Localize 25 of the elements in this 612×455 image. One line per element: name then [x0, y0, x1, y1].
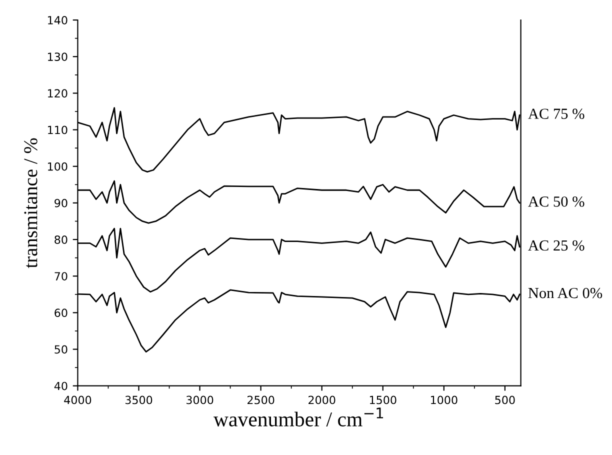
series-label: AC 25 %: [528, 240, 584, 251]
y-tick-label: 120: [48, 89, 68, 98]
y-tick-label: 80: [54, 235, 68, 244]
y-tick-label: 100: [48, 162, 68, 171]
y-tick-label: 70: [54, 272, 68, 280]
y-tick-label: 110: [48, 126, 68, 134]
y-tick-label: 130: [48, 52, 68, 61]
y-tick-label: 90: [54, 198, 68, 208]
x-tick-label: 1500: [370, 396, 396, 404]
y-tick-label: 60: [54, 308, 68, 318]
y-axis-title: transmitance / %: [24, 138, 38, 268]
x-tick-label: 2000: [308, 396, 336, 404]
x-tick-label: 3000: [186, 396, 214, 404]
x-tick-label: 2500: [247, 396, 274, 404]
y-tick-label: 140: [48, 16, 68, 24]
x-axis-title: wavenumber / cm$^{−1}$: [213, 408, 384, 426]
x-tick-label: 500: [495, 396, 515, 404]
x-tick-label: 3500: [125, 396, 152, 404]
x-tick-label: 1000: [430, 396, 458, 404]
series-label: AC 75 %: [528, 108, 584, 120]
series-label: Non AC 0%: [528, 288, 602, 298]
y-tick-label: 50: [54, 345, 68, 354]
series-label: AC 50 %: [528, 196, 584, 207]
x-tick-label: 4000: [64, 396, 92, 404]
y-tick-label: 40: [54, 382, 68, 390]
